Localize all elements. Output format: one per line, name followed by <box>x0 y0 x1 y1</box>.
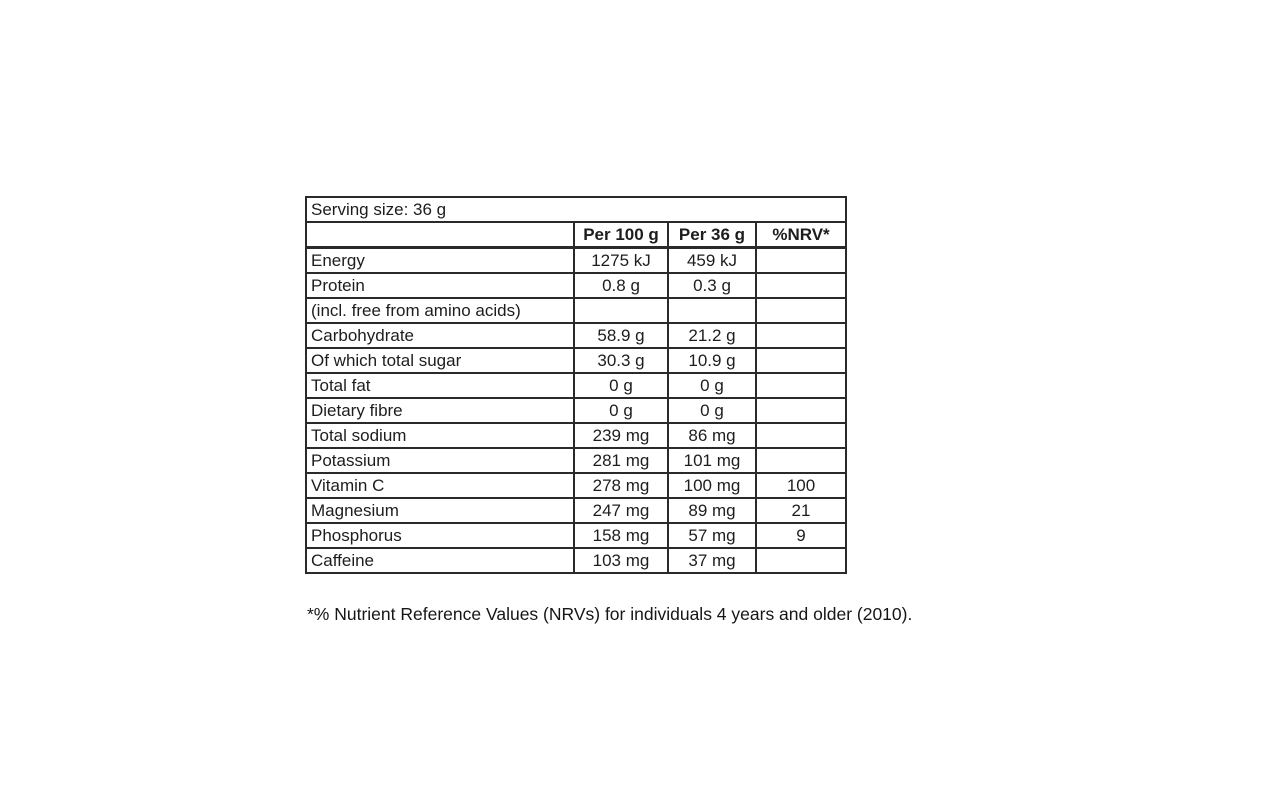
per100-value: 247 mg <box>573 497 669 524</box>
row-label: (incl. free from amino acids) <box>305 297 575 324</box>
row-label: Phosphorus <box>305 522 575 549</box>
nrv-value <box>754 547 848 574</box>
row-label: Total fat <box>305 372 575 399</box>
per36-value: 459 kJ <box>667 246 757 274</box>
table-row-potassium: Potassium 281 mg 101 mg <box>305 447 848 474</box>
row-label: Caffeine <box>305 547 575 574</box>
per36-value: 0.3 g <box>667 272 757 299</box>
row-label: Dietary fibre <box>305 397 575 424</box>
per36-value: 101 mg <box>667 447 757 474</box>
row-label: Of which total sugar <box>305 347 575 374</box>
per100-value: 278 mg <box>573 472 669 499</box>
row-label: Potassium <box>305 447 575 474</box>
nrv-value <box>754 422 848 449</box>
per36-value: 37 mg <box>667 547 757 574</box>
row-label: Vitamin C <box>305 472 575 499</box>
column-header-row: Per 100 g Per 36 g %NRV* <box>305 221 848 249</box>
table-row-dietary-fibre: Dietary fibre 0 g 0 g <box>305 397 848 424</box>
table-row-amino-acids-note: (incl. free from amino acids) <box>305 297 848 324</box>
nrv-value: 9 <box>754 522 848 549</box>
per36-value: 86 mg <box>667 422 757 449</box>
nrv-value <box>754 447 848 474</box>
row-label: Protein <box>305 272 575 299</box>
per100-value: 103 mg <box>573 547 669 574</box>
serving-size-row: Serving size: 36 g <box>304 196 848 223</box>
per36-value: 0 g <box>667 397 757 424</box>
table-row-magnesium: Magnesium 247 mg 89 mg 21 <box>305 497 848 524</box>
column-header-empty <box>305 221 575 249</box>
nrv-value <box>754 246 848 274</box>
table-row-total-fat: Total fat 0 g 0 g <box>305 372 848 399</box>
nrv-value <box>754 372 848 399</box>
table-row-phosphorus: Phosphorus 158 mg 57 mg 9 <box>305 522 848 549</box>
row-label: Carbohydrate <box>305 322 575 349</box>
table-row-total-sodium: Total sodium 239 mg 86 mg <box>305 422 848 449</box>
nrv-value <box>754 322 848 349</box>
column-header-nrv: %NRV* <box>754 221 848 249</box>
column-header-per100: Per 100 g <box>573 221 669 249</box>
per36-value: 89 mg <box>667 497 757 524</box>
per100-value: 58.9 g <box>573 322 669 349</box>
per100-value: 158 mg <box>573 522 669 549</box>
per100-value: 30.3 g <box>573 347 669 374</box>
table-row-carbohydrate: Carbohydrate 58.9 g 21.2 g <box>305 322 848 349</box>
per100-value: 0 g <box>573 397 669 424</box>
per36-value: 0 g <box>667 372 757 399</box>
per100-value: 239 mg <box>573 422 669 449</box>
per100-value: 0 g <box>573 372 669 399</box>
nutrition-table-container: Serving size: 36 g Per 100 g Per 36 g %N… <box>304 196 848 574</box>
table-row-vitamin-c: Vitamin C 278 mg 100 mg 100 <box>305 472 848 499</box>
table-row-total-sugar: Of which total sugar 30.3 g 10.9 g <box>305 347 848 374</box>
per36-value: 10.9 g <box>667 347 757 374</box>
row-label: Magnesium <box>305 497 575 524</box>
per36-value: 57 mg <box>667 522 757 549</box>
nrv-value: 21 <box>754 497 848 524</box>
per100-value: 281 mg <box>573 447 669 474</box>
table-row-protein: Protein 0.8 g 0.3 g <box>305 272 848 299</box>
per100-value: 0.8 g <box>573 272 669 299</box>
nrv-footnote: *% Nutrient Reference Values (NRVs) for … <box>307 604 913 624</box>
per100-value: 1275 kJ <box>573 246 669 274</box>
per36-value: 21.2 g <box>667 322 757 349</box>
nrv-value <box>754 397 848 424</box>
serving-size-label: Serving size: 36 g <box>304 196 848 223</box>
nrv-value <box>754 272 848 299</box>
nrv-value: 100 <box>754 472 848 499</box>
table-row-energy: Energy 1275 kJ 459 kJ <box>305 246 848 274</box>
per36-value: 100 mg <box>667 472 757 499</box>
per36-value <box>667 297 757 324</box>
column-header-per36: Per 36 g <box>667 221 757 249</box>
row-label: Energy <box>305 246 575 274</box>
nrv-value <box>754 347 848 374</box>
nutrition-table: Serving size: 36 g Per 100 g Per 36 g %N… <box>304 196 848 574</box>
per100-value <box>573 297 669 324</box>
nrv-value <box>754 297 848 324</box>
table-row-caffeine: Caffeine 103 mg 37 mg <box>305 547 848 574</box>
row-label: Total sodium <box>305 422 575 449</box>
